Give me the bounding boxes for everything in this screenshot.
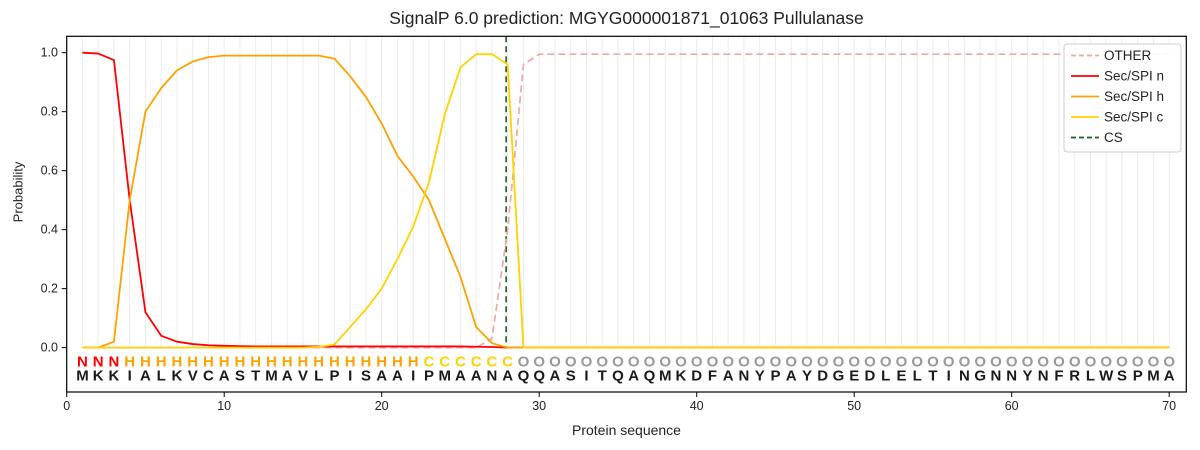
svg-text:P: P [1133,368,1143,385]
svg-text:A: A [502,368,513,385]
svg-text:Sec/SPI c: Sec/SPI c [1104,110,1164,125]
svg-text:D: D [817,368,828,385]
svg-text:N: N [487,368,498,385]
svg-text:C: C [203,368,214,385]
svg-text:0.6: 0.6 [41,164,58,178]
svg-text:K: K [109,368,120,385]
svg-text:N: N [959,368,970,385]
svg-text:S: S [566,368,576,385]
svg-text:E: E [896,368,906,385]
svg-text:N: N [739,368,750,385]
svg-text:50: 50 [847,399,861,413]
svg-text:Y: Y [1022,368,1032,385]
svg-text:Q: Q [533,368,545,385]
svg-text:M: M [438,368,451,385]
svg-text:0.4: 0.4 [41,223,58,237]
svg-text:L: L [881,368,890,385]
svg-text:0.2: 0.2 [41,282,58,296]
svg-text:N: N [1006,368,1017,385]
svg-text:0.0: 0.0 [41,341,58,355]
svg-text:D: D [691,368,702,385]
svg-text:K: K [676,368,687,385]
svg-text:Q: Q [612,368,624,385]
svg-text:T: T [928,368,937,385]
svg-text:A: A [550,368,561,385]
svg-text:L: L [157,368,166,385]
svg-text:S: S [235,368,245,385]
svg-text:A: A [786,368,797,385]
svg-text:W: W [1099,368,1114,385]
svg-text:Sec/SPI h: Sec/SPI h [1104,89,1164,104]
svg-text:CS: CS [1104,130,1123,145]
svg-text:P: P [424,368,434,385]
svg-text:Y: Y [755,368,765,385]
svg-text:10: 10 [217,399,231,413]
svg-text:A: A [219,368,230,385]
svg-text:A: A [1164,368,1175,385]
svg-text:Q: Q [644,368,656,385]
svg-text:M: M [1147,368,1160,385]
svg-text:P: P [770,368,780,385]
svg-text:V: V [298,368,308,385]
svg-text:30: 30 [532,399,546,413]
svg-text:D: D [865,368,876,385]
svg-text:M: M [265,368,278,385]
svg-text:K: K [93,368,104,385]
svg-text:S: S [1117,368,1127,385]
svg-text:40: 40 [690,399,704,413]
svg-text:E: E [849,368,859,385]
svg-text:0: 0 [63,399,70,413]
svg-text:L: L [1086,368,1095,385]
svg-text:A: A [392,368,403,385]
svg-text:I: I [348,368,352,385]
svg-text:G: G [974,368,986,385]
svg-text:A: A [455,368,466,385]
svg-text:G: G [833,368,845,385]
svg-text:M: M [76,368,89,385]
svg-text:A: A [471,368,482,385]
svg-text:A: A [723,368,734,385]
svg-text:R: R [1069,368,1080,385]
svg-text:P: P [329,368,339,385]
svg-text:N: N [1038,368,1049,385]
svg-text:A: A [282,368,293,385]
svg-text:M: M [659,368,672,385]
svg-text:A: A [140,368,151,385]
svg-text:20: 20 [375,399,389,413]
svg-text:S: S [361,368,371,385]
svg-text:L: L [314,368,323,385]
svg-text:A: A [628,368,639,385]
svg-text:V: V [188,368,198,385]
svg-text:1.0: 1.0 [41,46,58,60]
svg-text:N: N [991,368,1002,385]
svg-text:Sec/SPI n: Sec/SPI n [1104,69,1164,84]
svg-text:K: K [172,368,183,385]
svg-text:F: F [708,368,717,385]
svg-text:F: F [1054,368,1063,385]
svg-text:OTHER: OTHER [1104,48,1152,63]
svg-text:60: 60 [1005,399,1019,413]
svg-text:L: L [913,368,922,385]
svg-text:T: T [251,368,260,385]
svg-text:T: T [598,368,607,385]
svg-text:I: I [947,368,951,385]
svg-text:Y: Y [802,368,812,385]
svg-text:I: I [128,368,132,385]
svg-text:70: 70 [1162,399,1176,413]
svg-text:Q: Q [518,368,530,385]
svg-text:0.8: 0.8 [41,105,58,119]
svg-text:A: A [376,368,387,385]
svg-text:I: I [584,368,588,385]
svg-text:I: I [411,368,415,385]
